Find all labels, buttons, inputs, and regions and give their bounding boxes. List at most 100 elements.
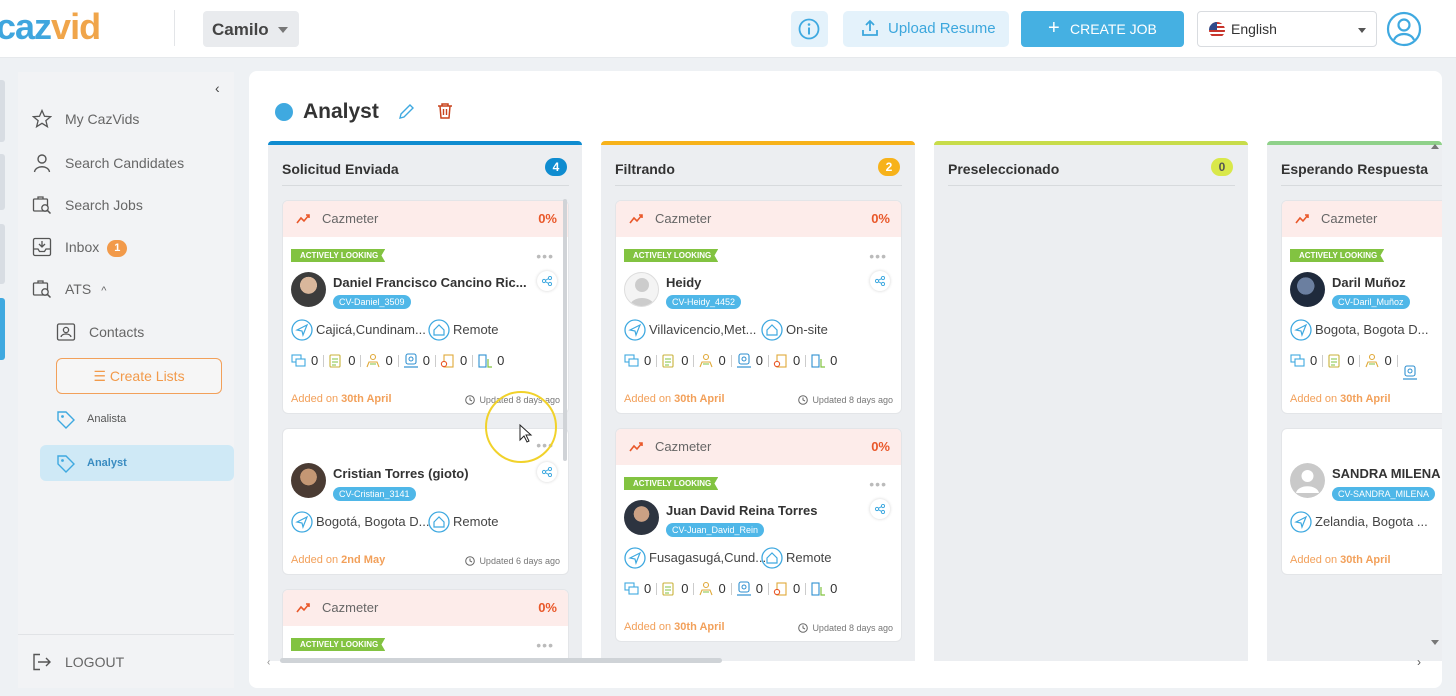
cazvid-logo[interactable]: cazvid — [0, 6, 101, 47]
sidebar: ‹ My CazVids Search Candidates Search Jo… — [18, 72, 234, 688]
avatar-placeholder[interactable] — [624, 272, 659, 307]
rail-tab-active[interactable] — [0, 298, 5, 360]
copy-icon — [624, 354, 639, 367]
candidate-name[interactable]: Heidy — [666, 275, 702, 290]
scroll-right-icon[interactable]: › — [1417, 655, 1421, 669]
more-options-icon[interactable]: ••• — [869, 248, 887, 264]
create-job-label: CREATE JOB — [1070, 21, 1157, 37]
candidate-name[interactable]: Juan David Reina Torres — [666, 503, 818, 518]
avatar-placeholder[interactable] — [1290, 463, 1325, 498]
rail-tab[interactable] — [0, 80, 5, 142]
clipboard-icon — [1328, 354, 1340, 368]
candidate-card[interactable]: Cazmeter 0% ACTIVELY LOOKING ••• Daniel F… — [282, 200, 569, 414]
stat-item: 0 — [1364, 353, 1398, 369]
cazmeter-percent: 0% — [538, 600, 557, 615]
candidate-name[interactable]: Cristian Torres (gioto) — [333, 466, 469, 481]
stat-item: 0 — [1327, 353, 1361, 369]
candidate-card[interactable]: Cazmeter 0% ACTIVELY LOOKING ••• Juan Dav… — [615, 428, 902, 642]
candidate-card[interactable]: Cazmeter 0% ACTIVELY LOOKING ••• — [282, 589, 569, 661]
sidebar-item-ats[interactable]: ATS ^ — [32, 277, 106, 301]
candidate-card[interactable]: Cazmeter ACTIVELY LOOKING Daril Muñoz CV… — [1281, 200, 1442, 414]
more-options-icon[interactable]: ••• — [536, 248, 554, 264]
info-button[interactable] — [791, 11, 828, 47]
person-icon — [629, 278, 655, 306]
logout-icon — [33, 653, 51, 671]
column-title: Solicitud Enviada — [282, 161, 399, 177]
list-item-label: Analista — [87, 413, 127, 425]
sidebar-item-contacts[interactable]: Contacts — [56, 320, 144, 344]
home-icon — [761, 319, 783, 341]
avatar[interactable] — [291, 463, 326, 498]
create-lists-button[interactable]: ☰ Create Lists — [56, 358, 222, 394]
cv-tag[interactable]: CV-SANDRA_MILENA — [1332, 487, 1436, 501]
navigation-icon — [624, 319, 646, 341]
share-button[interactable] — [537, 462, 557, 482]
candidate-name[interactable]: Daniel Francisco Cancino Ric... — [333, 275, 527, 290]
trash-icon[interactable] — [436, 102, 454, 120]
more-options-icon[interactable]: ••• — [869, 476, 887, 492]
share-button[interactable] — [870, 499, 890, 519]
stat-item: 0 — [736, 581, 770, 597]
candidate-card[interactable]: Cazmeter 0% ACTIVELY LOOKING ••• Heidy CV… — [615, 200, 902, 414]
sidebar-item-inbox[interactable]: Inbox 1 — [32, 235, 128, 259]
avatar[interactable] — [624, 500, 659, 535]
cazmeter-bar: Cazmeter 0% — [283, 590, 568, 626]
location-text: Bogotá, Bogota D... — [316, 514, 430, 529]
horizontal-scrollbar[interactable] — [280, 658, 722, 663]
list-item-analista[interactable]: Analista — [40, 401, 234, 437]
share-button[interactable] — [537, 271, 557, 291]
home-icon — [428, 319, 450, 341]
rail-tab[interactable] — [0, 224, 5, 284]
work-mode-text: Remote — [786, 550, 832, 565]
trend-icon — [296, 214, 310, 224]
upload-resume-button[interactable]: Upload Resume — [843, 11, 1009, 47]
collapse-icon[interactable]: ‹ — [215, 80, 220, 96]
location-text: Zelandia, Bogota ... — [1315, 514, 1428, 529]
cv-tag[interactable]: CV-Daril_Muñoz — [1332, 295, 1410, 309]
sidebar-item-search-jobs[interactable]: Search Jobs — [32, 193, 143, 217]
cv-tag[interactable]: CV-Juan_David_Rein — [666, 523, 765, 537]
logout-button[interactable]: LOGOUT — [32, 650, 124, 674]
user-avatar-icon[interactable] — [1386, 11, 1422, 47]
job-title: Analyst — [303, 100, 379, 123]
language-select[interactable]: English — [1197, 11, 1377, 47]
more-options-icon[interactable]: ••• — [536, 637, 554, 653]
create-job-button[interactable]: + CREATE JOB — [1021, 11, 1184, 47]
stat-item: 0 — [810, 581, 837, 597]
share-button[interactable] — [870, 271, 890, 291]
divider — [282, 185, 569, 186]
info-icon — [798, 18, 820, 40]
work-mode: Remote — [428, 511, 499, 533]
cv-tag[interactable]: CV-Heidy_4452 — [666, 295, 742, 309]
candidate-card[interactable]: SANDRA MILENA CV-SANDRA_MILENA Zelandia,… — [1281, 428, 1442, 575]
column-title: Esperando Respuesta — [1281, 161, 1429, 177]
sidebar-item-my-cazvids[interactable]: My CazVids — [32, 107, 139, 131]
added-date: Added on 30th April — [1290, 554, 1391, 566]
candidate-name[interactable]: Daril Muñoz — [1332, 275, 1406, 290]
rail-tab[interactable] — [0, 154, 5, 210]
list-item-analyst[interactable]: Analyst — [40, 445, 234, 481]
scroll-up-icon[interactable] — [1431, 144, 1439, 149]
cazmeter-percent: 0% — [538, 211, 557, 226]
kanban-column-preseleccionado: Preseleccionado 0 — [934, 141, 1248, 661]
scroll-down-icon[interactable] — [1431, 640, 1439, 645]
user-select[interactable]: Camilo — [203, 11, 299, 47]
pencil-icon[interactable] — [397, 103, 415, 121]
create-lists-label: Create Lists — [109, 368, 185, 384]
page-scrollbar[interactable] — [1427, 144, 1443, 664]
cv-tag[interactable]: CV-Cristian_3141 — [333, 487, 416, 501]
added-date: Added on 2nd May — [291, 554, 386, 566]
work-mode: Remote — [761, 547, 832, 569]
cv-tag[interactable]: CV-Daniel_3509 — [333, 295, 411, 309]
column-scrollbar[interactable] — [563, 199, 567, 461]
sidebar-item-search-candidates[interactable]: Search Candidates — [32, 151, 184, 175]
candidate-name[interactable]: SANDRA MILENA — [1332, 466, 1441, 481]
scroll-left-icon[interactable]: ‹ — [267, 657, 271, 668]
actively-looking-badge: ACTIVELY LOOKING — [291, 249, 386, 262]
upload-icon — [862, 19, 878, 36]
avatar[interactable] — [1290, 272, 1325, 307]
video-call-icon — [1402, 365, 1418, 380]
us-flag-icon — [1209, 22, 1225, 38]
avatar[interactable] — [291, 272, 326, 307]
